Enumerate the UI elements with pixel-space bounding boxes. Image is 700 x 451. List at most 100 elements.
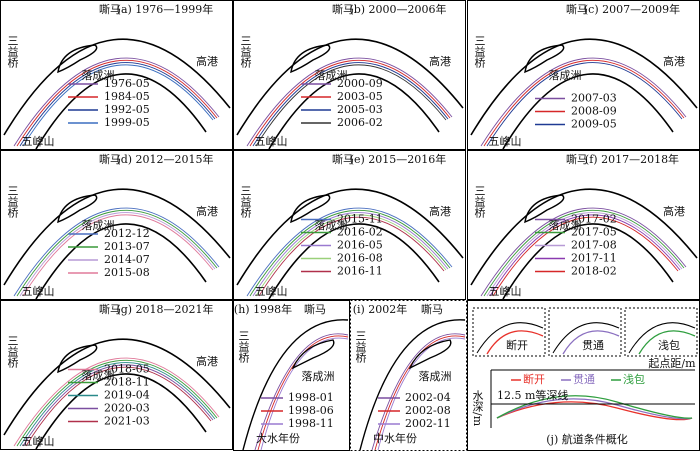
case-bank — [552, 322, 620, 354]
panel-border — [0, 0, 233, 150]
panel-title: (i) 2002年 — [353, 302, 408, 316]
legend-label: 2008-09 — [571, 105, 617, 118]
place-label: 嘶马 — [99, 3, 121, 16]
case-channel — [562, 330, 620, 355]
place-label: 高港 — [663, 204, 685, 218]
depth-profile — [496, 401, 693, 421]
channel-line — [371, 333, 466, 451]
island — [408, 339, 452, 370]
channel-line — [25, 366, 212, 447]
channel-line — [13, 357, 220, 447]
place-label: 五峰山 — [255, 135, 288, 148]
river-bank — [502, 223, 674, 300]
panel-title: (b) 2000—2006年 — [349, 2, 446, 16]
channel-line — [19, 362, 216, 447]
legend-label: 2018-02 — [571, 265, 617, 278]
channel-line — [19, 62, 216, 147]
river-bank — [470, 188, 698, 286]
island — [57, 194, 98, 224]
place-label: 五峰山 — [255, 285, 288, 298]
place-label: 落成洲 — [82, 219, 115, 232]
legend-label: 2015-11 — [337, 213, 383, 226]
legend-label: 1984-05 — [104, 90, 150, 103]
panel-title: (e) 2015—2016年 — [350, 152, 447, 166]
island — [291, 339, 335, 370]
channel-line — [22, 64, 214, 147]
channel-line — [13, 207, 220, 297]
channel-line — [480, 207, 687, 297]
legend-label: 2002-04 — [405, 391, 451, 404]
legend-label: 2005-03 — [337, 103, 383, 116]
channel-line — [252, 62, 449, 147]
panel-note: 大水年份 — [256, 431, 300, 445]
legend-label: 2002-08 — [405, 404, 451, 417]
legend-label: 2009-05 — [571, 118, 617, 131]
place-label: 高港 — [429, 204, 451, 218]
legend-label: 2018-05 — [104, 363, 150, 376]
channel-line — [16, 359, 218, 447]
legend-label: 2015-08 — [104, 266, 150, 279]
river-bank — [359, 319, 466, 451]
legend-label: 2017-02 — [571, 213, 617, 226]
panel-note: 中水年份 — [373, 431, 417, 445]
channel-line — [483, 209, 685, 297]
place-label: 三益桥 — [6, 35, 19, 69]
legend-label: 2016-05 — [337, 239, 383, 252]
panel-title: (c) 2007—2009年 — [584, 2, 680, 16]
legend-label: 1998-11 — [288, 417, 334, 430]
case-box — [472, 307, 546, 357]
island — [57, 44, 98, 74]
legend-label: 2017-05 — [571, 226, 617, 239]
legend-label: 2007-03 — [571, 92, 617, 105]
place-label: 五峰山 — [22, 135, 55, 148]
case-label: 断开 — [506, 338, 528, 352]
axis-label: 起点距/m — [648, 357, 696, 370]
place-label: 五峰山 — [22, 285, 55, 298]
place-label: 嘶马 — [332, 153, 354, 166]
channel-line — [258, 216, 445, 297]
legend-label: 2020-03 — [104, 402, 150, 415]
river-bank — [35, 373, 207, 450]
panel-title: (a) 1976—1999年 — [117, 2, 214, 16]
legend-label: 2021-03 — [104, 415, 150, 428]
case-box — [624, 307, 698, 357]
place-label: 高港 — [196, 354, 218, 368]
place-label: 高港 — [429, 54, 451, 68]
channel-line — [254, 333, 349, 451]
panel-title: (h) 1998年 — [234, 302, 292, 316]
island — [524, 194, 565, 224]
place-label: 高港 — [196, 54, 218, 68]
channel-line — [249, 59, 451, 147]
river-bank — [236, 38, 464, 136]
channel-line — [489, 214, 681, 297]
case-label: 浅包 — [658, 339, 680, 352]
place-label: 落成洲 — [549, 219, 582, 232]
panel-title: (d) 2012—2015年 — [116, 152, 213, 166]
channel-line — [486, 62, 683, 147]
channel-line — [486, 212, 683, 297]
channel-line — [16, 59, 218, 147]
channel-line — [249, 209, 451, 297]
river-bank — [3, 188, 231, 286]
legend-label: 1999-05 — [104, 116, 150, 129]
axis-label: 水深/m — [471, 390, 484, 427]
panel-border — [233, 0, 466, 150]
legend-label: 1998-06 — [288, 404, 334, 417]
place-label: 嘶马 — [99, 153, 121, 166]
river-bank — [236, 188, 464, 286]
legend-label: 2016-02 — [337, 226, 383, 239]
place-label: 三益桥 — [473, 185, 486, 219]
river-bank — [35, 73, 207, 150]
river-bank — [35, 223, 207, 300]
place-label: 嘶马 — [332, 3, 354, 16]
channel-line — [22, 364, 214, 447]
case-box — [548, 307, 622, 357]
channel-line — [22, 214, 214, 297]
legend-label: 2000-09 — [337, 77, 383, 90]
legend-label: 2016-08 — [337, 252, 383, 265]
river-bank — [3, 38, 231, 136]
place-label: 落成洲 — [315, 219, 348, 232]
legend-label: 2012-12 — [104, 227, 150, 240]
place-label: 五峰山 — [22, 435, 55, 448]
